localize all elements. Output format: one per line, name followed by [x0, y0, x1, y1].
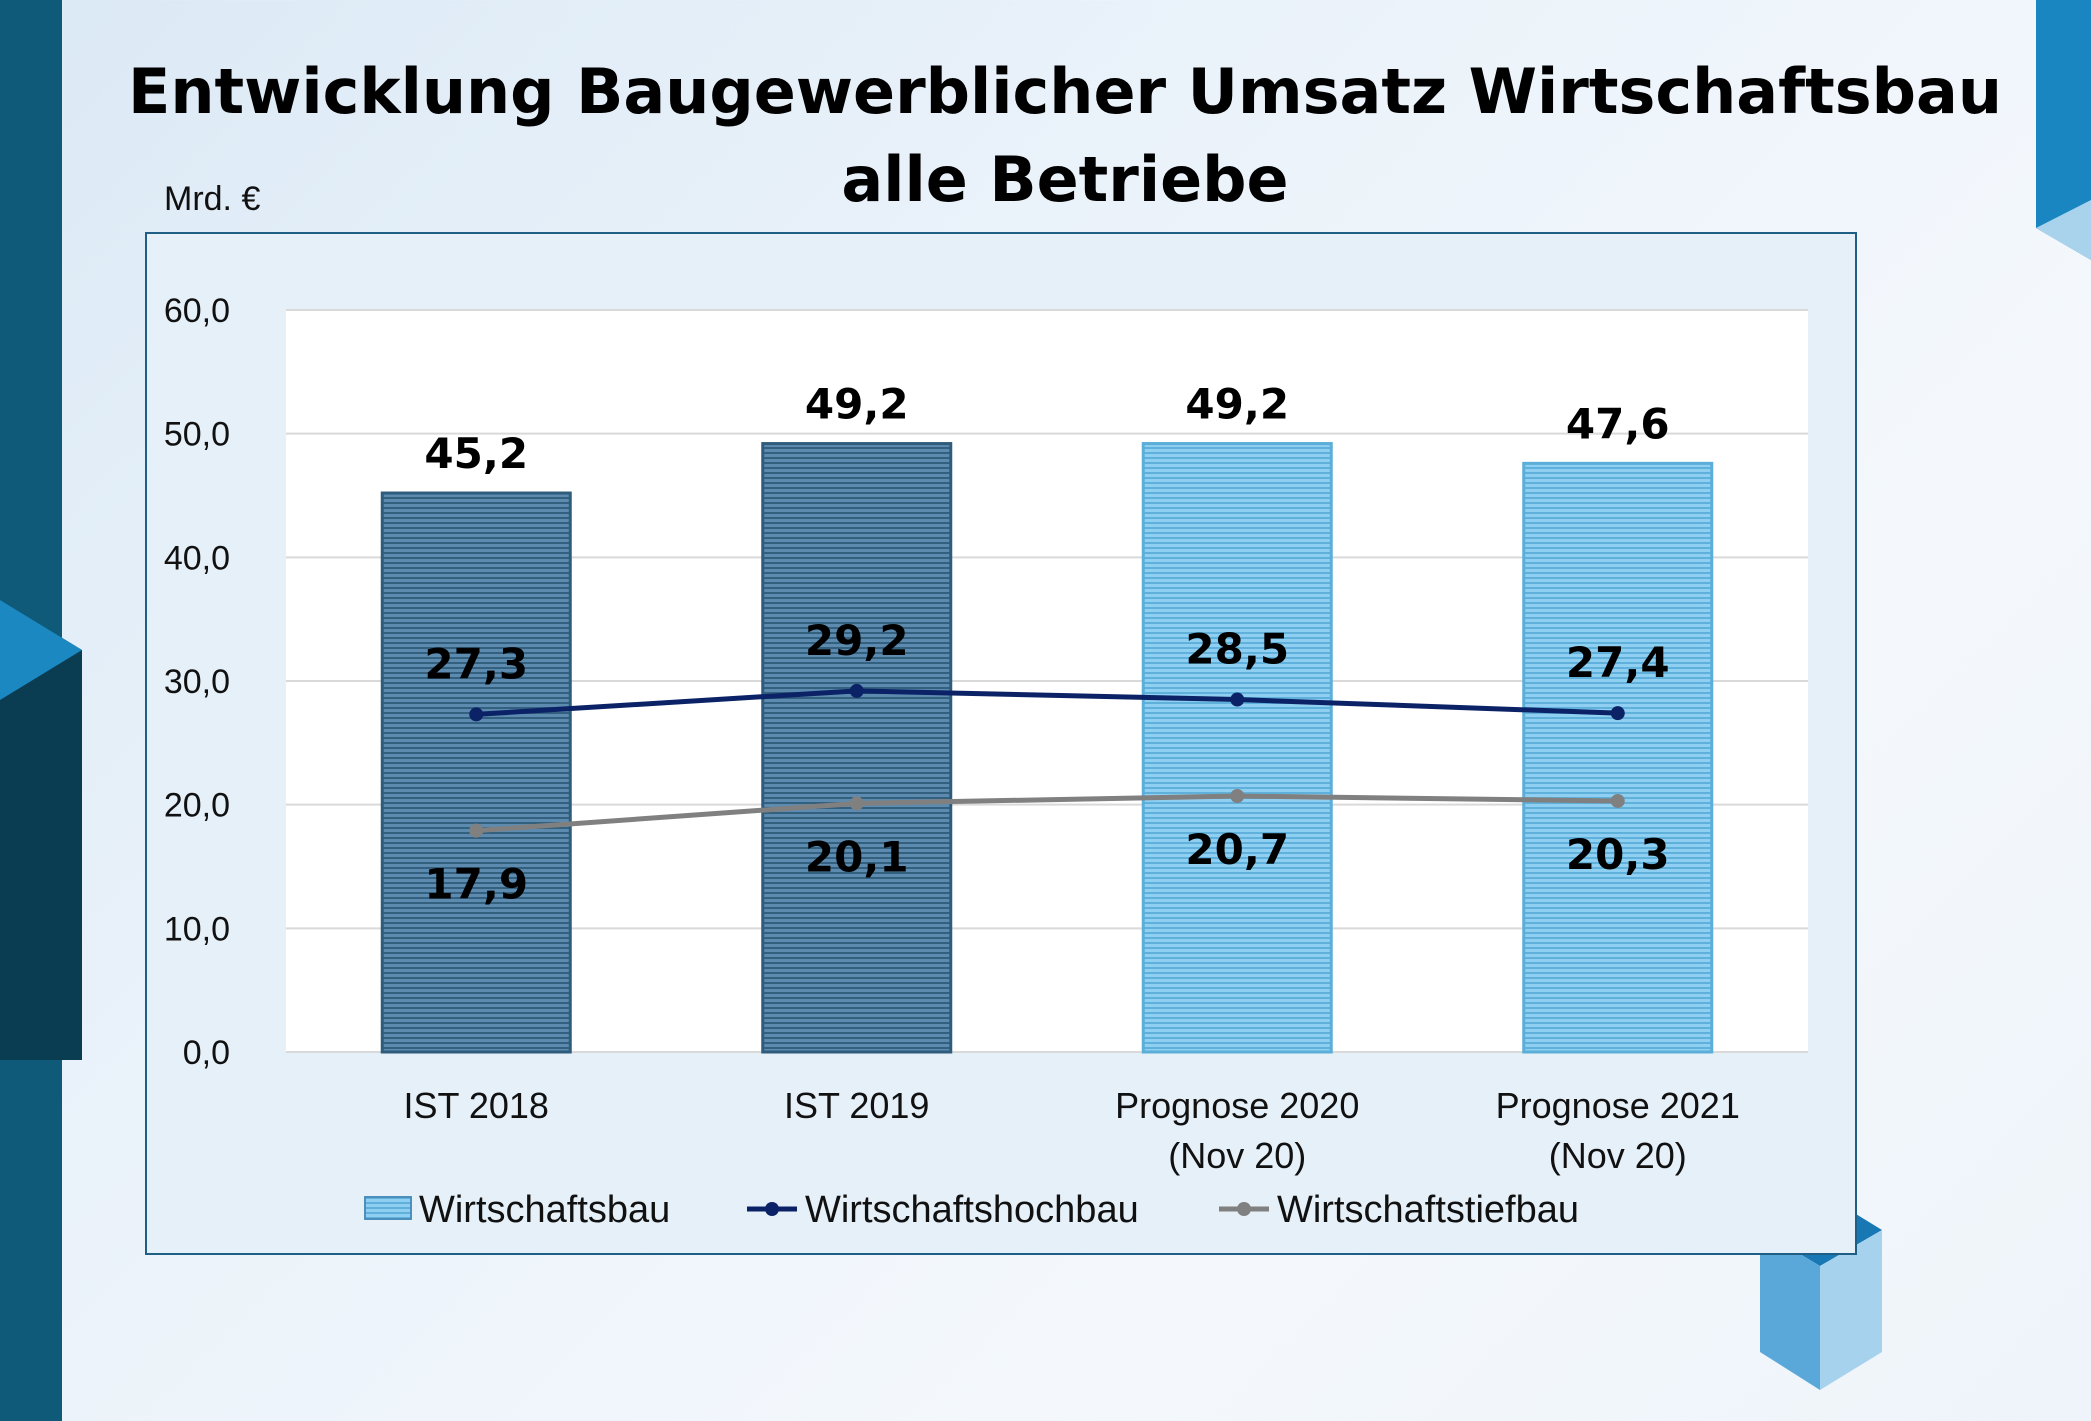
left-cube-face — [0, 600, 82, 1060]
y-tick-label: 30,0 — [164, 663, 230, 701]
chart-title-line-1: Entwicklung Baugewerblicher Umsatz Wirts… — [127, 55, 2003, 128]
legend-label-wirtschaftsbau: Wirtschaftsbau — [419, 1189, 670, 1231]
label-wirtschaftsbau: 47,6 — [1566, 399, 1670, 448]
label-wirtschaftstiefbau: 20,1 — [805, 832, 909, 881]
small-cube-left — [1760, 1230, 1820, 1390]
right-cube-face — [2036, 0, 2091, 260]
chart-canvas: 0,0 10,0 20,0 30,0 40,0 50,0 60,0 45,2 49,2 49,2… — [164, 292, 1808, 1231]
y-axis-unit-label: Mrd. € — [164, 180, 261, 218]
label-wirtschaftsbau: 49,2 — [805, 380, 909, 429]
small-cube-right — [1820, 1230, 1882, 1390]
label-wirtschaftshochbau: 28,5 — [1185, 625, 1289, 674]
label-wirtschaftsbau: 49,2 — [1185, 380, 1289, 429]
y-tick-label: 40,0 — [164, 539, 230, 577]
series-lines — [469, 683, 1625, 838]
x-category-label: IST 2018 — [404, 1085, 549, 1126]
bar-wirtschaftsbau — [1141, 442, 1333, 1054]
point-wirtschaftstiefbau — [1610, 793, 1625, 808]
label-wirtschaftshochbau: 29,2 — [805, 616, 909, 665]
point-wirtschaftshochbau — [469, 707, 484, 722]
legend-label-wirtschaftshochbau: Wirtschaftshochbau — [805, 1189, 1139, 1231]
x-category-label: Prognose 2021 — [1496, 1085, 1740, 1126]
point-wirtschaftstiefbau — [849, 796, 864, 811]
x-axis-categories: IST 2018 IST 2019 Prognose 2020 (Nov 20) Pro… — [404, 1085, 1740, 1176]
bar-wirtschaftsbau — [380, 491, 572, 1054]
point-wirtschaftstiefbau — [469, 823, 484, 838]
bar-wirtschaftsbau — [761, 442, 953, 1054]
point-wirtschaftshochbau — [849, 683, 864, 698]
label-wirtschaftstiefbau: 20,3 — [1566, 830, 1670, 879]
line-wirtschaftshochbau — [476, 688, 1618, 717]
legend-marker-hochbau — [765, 1202, 779, 1216]
chart-title: Entwicklung Baugewerblicher Umsatz Wirts… — [0, 48, 2091, 224]
legend-marker-tiefbau — [1237, 1202, 1251, 1216]
right-cube-light — [2036, 200, 2091, 260]
legend-label-wirtschaftstiefbau: Wirtschaftstiefbau — [1277, 1189, 1579, 1231]
x-category-label: IST 2019 — [784, 1085, 929, 1126]
label-wirtschaftstiefbau: 20,7 — [1185, 825, 1289, 874]
y-tick-label: 60,0 — [164, 292, 230, 330]
chart-frame: 0,0 10,0 20,0 30,0 40,0 50,0 60,0 45,2 49,2 49,2… — [145, 232, 1857, 1255]
legend: Wirtschaftsbau Wirtschaftshochbau Wirtscha… — [364, 1189, 1579, 1231]
y-tick-label: 10,0 — [164, 910, 230, 948]
data-labels: 45,2 49,2 49,2 47,6 27,3 29,2 28,5 27,4 17,9 20,1… — [424, 380, 1669, 909]
legend-swatch-bar — [364, 1196, 412, 1220]
left-cube-top — [0, 600, 82, 700]
y-tick-label: 0,0 — [183, 1034, 230, 1072]
y-tick-label: 50,0 — [164, 416, 230, 454]
bars — [380, 442, 1714, 1054]
label-wirtschaftshochbau: 27,3 — [424, 639, 528, 688]
x-category-label: (Nov 20) — [1168, 1135, 1306, 1176]
bar-wirtschaftsbau — [1522, 461, 1714, 1054]
label-wirtschaftsbau: 45,2 — [424, 429, 528, 478]
point-wirtschaftshochbau — [1610, 706, 1625, 721]
label-wirtschaftstiefbau: 17,9 — [424, 860, 528, 909]
line-wirtschaftstiefbau — [476, 793, 1618, 834]
y-tick-label: 20,0 — [164, 787, 230, 825]
label-wirtschaftshochbau: 27,4 — [1566, 638, 1670, 687]
x-category-label: (Nov 20) — [1549, 1135, 1687, 1176]
point-wirtschaftstiefbau — [1230, 789, 1245, 804]
chart-title-line-2: alle Betriebe — [841, 143, 1289, 216]
x-category-label: Prognose 2020 — [1115, 1085, 1359, 1126]
point-wirtschaftshochbau — [1230, 692, 1245, 707]
y-axis-ticks: 0,0 10,0 20,0 30,0 40,0 50,0 60,0 — [164, 292, 230, 1072]
